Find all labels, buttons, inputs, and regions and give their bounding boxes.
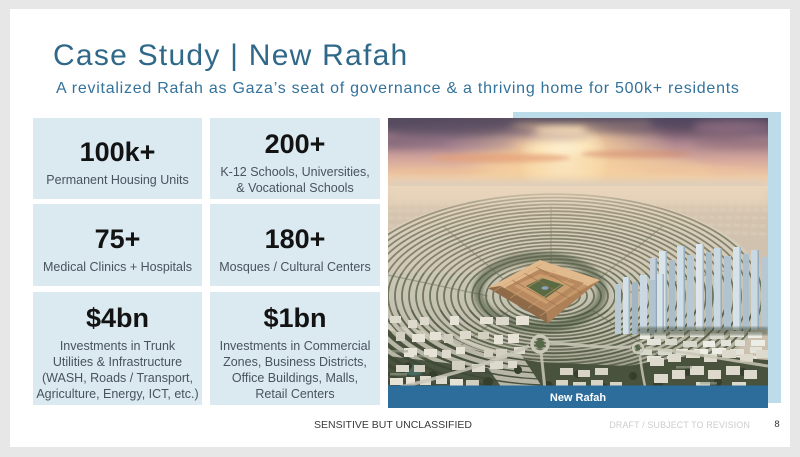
svg-text:New Rafah: New Rafah xyxy=(550,392,607,404)
